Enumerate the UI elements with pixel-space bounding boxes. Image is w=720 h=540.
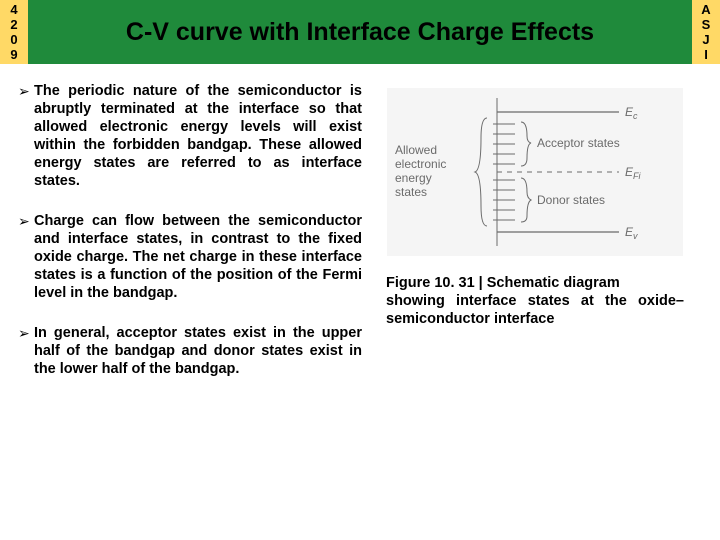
letter: A xyxy=(701,2,710,17)
slide-header: 4 2 0 9 C-V curve with Interface Charge … xyxy=(0,0,720,64)
svg-text:energy: energy xyxy=(395,171,432,185)
slide-title: C-V curve with Interface Charge Effects xyxy=(126,18,594,47)
right-column: Allowed electronic energy states Accepto… xyxy=(370,82,690,400)
title-area: C-V curve with Interface Charge Effects xyxy=(28,0,692,64)
bullet-item: ➢ Charge can flow between the semiconduc… xyxy=(18,212,362,302)
bullet-item: ➢ In general, acceptor states exist in t… xyxy=(18,324,362,378)
svg-text:c: c xyxy=(633,111,638,121)
bullet-arrow-icon: ➢ xyxy=(18,324,34,378)
digit: 0 xyxy=(10,32,17,47)
bullet-text: The periodic nature of the semiconductor… xyxy=(34,82,362,190)
bullet-item: ➢ The periodic nature of the semiconduct… xyxy=(18,82,362,190)
energy-band-diagram: Allowed electronic energy states Accepto… xyxy=(387,88,683,256)
digit: 2 xyxy=(10,17,17,32)
svg-text:states: states xyxy=(395,185,427,199)
figure-diagram: Allowed electronic energy states Accepto… xyxy=(387,88,683,256)
right-letter-block: A S J I xyxy=(692,0,720,64)
bullet-arrow-icon: ➢ xyxy=(18,82,34,190)
svg-text:Acceptor states: Acceptor states xyxy=(537,136,620,150)
bullet-text: In general, acceptor states exist in the… xyxy=(34,324,362,378)
bullet-text: Charge can flow between the semiconducto… xyxy=(34,212,362,302)
left-number-block: 4 2 0 9 xyxy=(0,0,28,64)
svg-text:Donor states: Donor states xyxy=(537,193,605,207)
svg-text:Allowed: Allowed xyxy=(395,143,437,157)
left-column: ➢ The periodic nature of the semiconduct… xyxy=(18,82,370,400)
digit: 9 xyxy=(10,47,17,62)
caption-line1: Figure 10. 31 | Schematic diagram xyxy=(386,275,620,291)
bullet-arrow-icon: ➢ xyxy=(18,212,34,302)
content-area: ➢ The periodic nature of the semiconduct… xyxy=(0,64,720,400)
svg-text:electronic: electronic xyxy=(395,157,446,171)
digit: 4 xyxy=(10,2,17,17)
caption-line2: showing interface states at the oxide–se… xyxy=(386,293,684,327)
svg-text:Fi: Fi xyxy=(633,171,641,181)
letter: S xyxy=(702,17,711,32)
letter: I xyxy=(704,47,708,62)
svg-text:v: v xyxy=(633,231,638,241)
figure-caption: Figure 10. 31 | Schematic diagram showin… xyxy=(380,274,690,328)
letter: J xyxy=(702,32,709,47)
